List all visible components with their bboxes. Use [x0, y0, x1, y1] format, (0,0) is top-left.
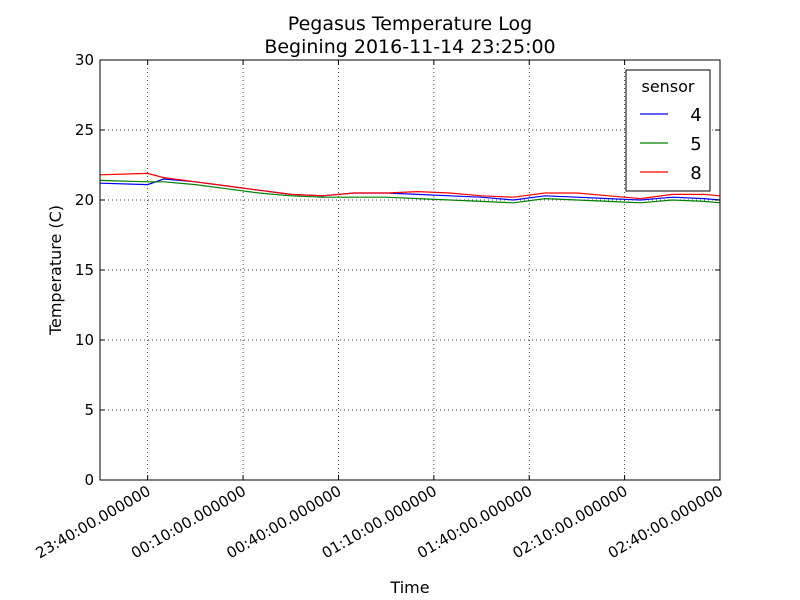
y-tick-label: 10 [75, 331, 94, 349]
series-lines [99, 172, 721, 204]
series-line-8 [99, 172, 721, 200]
legend-label-4: 4 [690, 105, 701, 126]
x-axis: 23:40:00.00000000:10:00.00000000:40:00.0… [33, 60, 726, 562]
y-tick-label: 25 [75, 121, 94, 139]
legend-title: sensor [641, 77, 694, 96]
chart-title: Pegasus Temperature Log [288, 13, 532, 35]
y-axis-label: Temperature (C) [46, 205, 65, 336]
legend: sensor 4 5 8 [625, 69, 711, 192]
y-tick-label: 20 [75, 191, 94, 209]
y-tick-label: 5 [84, 401, 94, 419]
y-axis: 0 5 10 15 20 25 30 [75, 51, 720, 489]
series-line-5 [99, 179, 721, 204]
x-axis-label: Time [389, 578, 429, 597]
y-tick-label: 0 [84, 471, 94, 489]
legend-label-8: 8 [690, 163, 701, 184]
y-tick-label: 15 [75, 261, 94, 279]
chart-subtitle: Begining 2016-11-14 23:25:00 [264, 36, 555, 58]
grid [100, 60, 720, 480]
y-tick-label: 30 [75, 51, 94, 69]
legend-box [625, 69, 711, 192]
legend-label-5: 5 [690, 134, 701, 155]
